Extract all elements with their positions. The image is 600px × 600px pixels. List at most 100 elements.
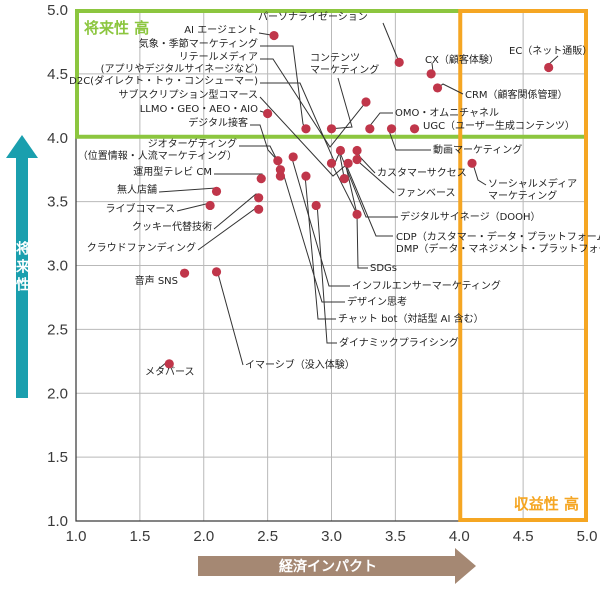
point-label: デザイン思考 [347, 295, 407, 308]
data-point [361, 97, 371, 107]
x-tick-label: 5.0 [577, 528, 598, 545]
data-point [426, 69, 436, 79]
leader-line [279, 165, 345, 303]
point-label: AI エージェント [184, 25, 257, 36]
point-label: インフルエンサーマーケティング [352, 279, 501, 292]
leader-line [259, 96, 349, 177]
data-point [311, 200, 321, 211]
data-point [432, 83, 443, 93]
point-label: リテールメディア [179, 50, 258, 63]
point-label: コンテンツ [310, 53, 360, 64]
point-label: マーケティング [310, 63, 379, 76]
data-point [352, 145, 362, 156]
zone-profit-label: 収益性 高 [514, 495, 579, 513]
data-point [301, 171, 311, 181]
point-label: 無人店舗 [117, 183, 157, 196]
y-tick-label: 3.5 [47, 194, 68, 211]
data-point [301, 124, 311, 134]
data-point [263, 108, 273, 119]
data-point [205, 200, 215, 211]
point-label: ジオターゲティング [148, 137, 237, 150]
leader-line [250, 124, 279, 162]
x-tick-label: 3.5 [385, 528, 406, 545]
data-point [386, 124, 397, 134]
data-point [164, 359, 174, 369]
point-label: デジタルサイネージ（DOOH） [400, 210, 541, 223]
data-point [335, 145, 346, 156]
x-axis-title: 経済インパクト [279, 558, 377, 575]
point-label: UGC（ユーザー生成コンテンツ） [423, 119, 575, 132]
zone-profit-box [458, 9, 588, 522]
point-label: CDP（カスタマー・データ・プラットフォーム）・ [396, 230, 600, 243]
leader-line [216, 268, 244, 366]
data-point [339, 174, 349, 184]
y-tick-label: 4.5 [47, 66, 68, 83]
x-tick-label: 3.0 [321, 528, 342, 545]
data-point [343, 158, 353, 168]
data-point [352, 154, 362, 165]
data-point [544, 62, 554, 73]
point-label: LLMO・GEO・AEO・AIO [140, 104, 258, 115]
data-points [164, 30, 554, 369]
point-label: サブスクリプション型コマース [119, 88, 259, 101]
leader-line [382, 22, 400, 63]
point-label: ライブコマース [106, 202, 176, 215]
x-tick-label: 2.5 [257, 528, 278, 545]
leader-line [290, 153, 350, 287]
x-tick-label: 1.0 [66, 528, 87, 545]
point-label: パーソナライゼーション [258, 11, 368, 23]
data-point [326, 124, 337, 134]
point-label: CX（顧客体験） [425, 53, 499, 66]
point-label: マーケティング [488, 189, 557, 202]
point-label: メタバース [145, 366, 195, 378]
x-tick-label: 1.5 [129, 528, 150, 545]
leader-line [331, 77, 353, 130]
point-label: イマーシブ（没入体験） [245, 358, 355, 371]
leader-line [176, 202, 211, 212]
data-point [254, 193, 264, 203]
leader-line [214, 173, 263, 179]
point-label: ダイナミックプライシング [339, 336, 459, 349]
point-label: ファンベース [396, 187, 456, 199]
data-point [273, 156, 283, 166]
y-axis-arrow: 将来性 [6, 135, 38, 398]
point-label: クッキー代替技術 [132, 220, 212, 233]
x-tick-label: 4.0 [449, 528, 470, 545]
x-axis-arrow: 経済インパクト [198, 548, 476, 584]
point-label: デジタル接客 [188, 116, 248, 129]
point-label: EC（ネット通販） [509, 45, 592, 57]
point-label: チャット bot（対話型 AI 含む） [338, 312, 484, 325]
data-point [256, 174, 266, 184]
y-tick-label: 5.0 [47, 2, 68, 19]
zone-future-label: 将来性 高 [84, 19, 149, 37]
data-point [179, 268, 190, 278]
leader-line [315, 202, 337, 344]
x-tick-label: 4.5 [513, 528, 534, 545]
leader-line [260, 58, 367, 148]
data-point [394, 57, 404, 67]
point-label: クラウドファンディング [87, 241, 196, 254]
y-tick-label: 3.0 [47, 258, 68, 275]
data-point [409, 124, 420, 134]
point-label: 気象・季節マーケティング [139, 37, 258, 50]
data-point [288, 152, 298, 162]
x-tick-label: 2.0 [193, 528, 214, 545]
data-point [211, 267, 222, 277]
y-tick-label: 2.0 [47, 385, 68, 402]
data-point [269, 30, 279, 41]
point-label: カスタマーサクセス [377, 167, 467, 179]
leader-line [239, 145, 281, 170]
point-label: 運用型テレビ CM [133, 165, 212, 178]
point-label: 音声 SNS [135, 274, 178, 287]
data-point [211, 186, 222, 197]
y-tick-label: 4.0 [47, 130, 68, 147]
point-label: (アプリやデジタルサイネージなど) [101, 62, 259, 75]
ticks: 1.0 1.5 2.0 2.5 3.0 3.5 4.0 4.5 5.0 1.0 1.5 2.0 2.5 3… [47, 2, 597, 545]
point-label: CRM（顧客関係管理） [465, 88, 568, 101]
leader-line [158, 187, 218, 193]
y-tick-label: 2.5 [47, 321, 68, 338]
point-label: DMP（データ・マネジメント・プラットフォーム） [396, 242, 600, 255]
data-point [326, 158, 337, 168]
